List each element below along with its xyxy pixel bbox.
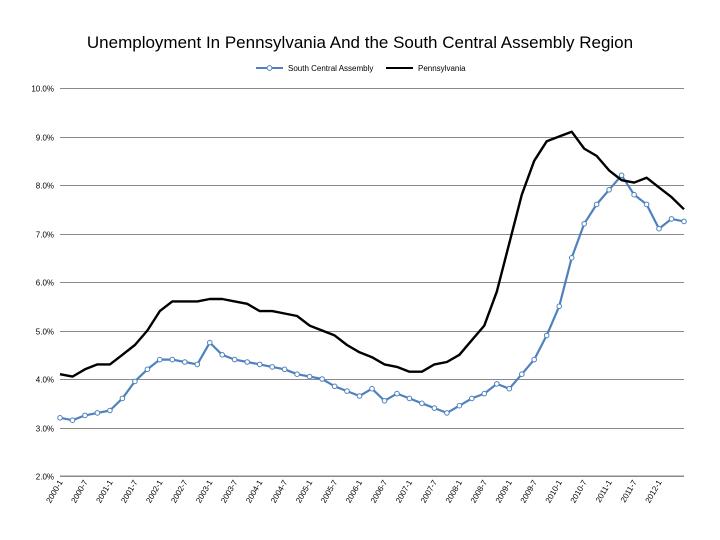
data-point-south-central <box>269 364 276 370</box>
x-tick-label: 2000-7 <box>69 478 90 505</box>
x-tick-label: 2010-7 <box>569 478 590 505</box>
data-point-south-central <box>481 390 488 397</box>
data-point-south-central <box>593 201 600 208</box>
data-point-south-central <box>469 395 475 402</box>
legend: South Central Assembly Pennsylvania <box>256 64 466 73</box>
x-tick-label: 2006-7 <box>369 478 390 505</box>
data-point-south-central <box>531 356 538 363</box>
data-point-south-central <box>294 371 300 378</box>
chart-title: Unemployment In Pennsylvania And the Sou… <box>87 33 633 52</box>
data-point-south-central <box>231 356 238 363</box>
data-point-south-central <box>331 383 338 390</box>
legend-label-pennsylvania: Pennsylvania <box>418 64 466 73</box>
data-point-south-central <box>568 254 575 261</box>
data-point-south-central <box>668 216 675 222</box>
data-point-south-central <box>119 395 126 402</box>
data-point-south-central <box>132 378 138 385</box>
x-tick-label: 2007-1 <box>394 478 415 505</box>
y-tick-label: 7.0% <box>36 231 54 240</box>
y-axis-ticks: 2.0% 3.0% 4.0% 5.0% 6.0% 7.0% 8.0% 9.0% 10.0% <box>31 85 54 482</box>
x-tick-label: 2009-7 <box>519 478 540 505</box>
data-point-south-central <box>394 390 400 397</box>
x-tick-label: 2002-7 <box>169 478 190 505</box>
y-tick-label: 4.0% <box>36 376 54 385</box>
x-tick-label: 2010-1 <box>544 478 565 505</box>
x-tick-label: 2011-7 <box>619 478 639 504</box>
x-tick-label: 2012-1 <box>644 478 665 505</box>
data-point-south-central <box>57 415 63 421</box>
legend-marker-south-central <box>266 65 273 71</box>
x-axis-ticks: 2000-1 2000-7 2001-1 2001-7 2002-1 2002-7 2003… <box>44 478 664 505</box>
x-tick-label: 2004-7 <box>269 478 290 505</box>
data-point-south-central <box>144 366 151 373</box>
data-point-south-central <box>606 187 612 193</box>
x-tick-label: 2005-1 <box>294 478 315 505</box>
data-point-south-central <box>94 410 101 416</box>
x-tick-label: 2002-1 <box>144 478 165 505</box>
data-point-south-central <box>194 361 201 368</box>
gridlines <box>60 88 684 477</box>
x-tick-label: 2008-1 <box>444 478 465 505</box>
data-point-south-central <box>581 221 588 227</box>
x-tick-label: 2001-1 <box>94 478 115 505</box>
y-tick-label: 5.0% <box>36 328 54 337</box>
x-tick-label: 2003-1 <box>194 478 215 505</box>
data-point-south-central <box>556 303 563 310</box>
data-point-south-central <box>356 393 363 399</box>
data-point-south-central <box>319 376 325 382</box>
data-point-south-central <box>444 410 450 416</box>
data-point-south-central <box>107 407 113 414</box>
data-point-south-central <box>306 373 313 380</box>
x-tick-label: 2009-1 <box>494 478 515 505</box>
series-group <box>57 130 687 424</box>
data-point-south-central <box>631 191 637 198</box>
data-point-south-central <box>82 412 88 419</box>
data-point-south-central <box>182 359 188 365</box>
x-tick-label: 2001-7 <box>119 478 140 505</box>
y-tick-label: 8.0% <box>36 182 54 191</box>
data-point-south-central <box>69 417 76 424</box>
x-tick-label: 2000-1 <box>44 478 65 505</box>
x-tick-label: 2008-7 <box>469 478 490 505</box>
x-tick-label: 2004-1 <box>244 478 265 505</box>
data-point-south-central <box>381 398 388 404</box>
y-tick-label: 10.0% <box>31 85 54 94</box>
x-tick-label: 2011-1 <box>594 478 614 504</box>
data-point-south-central <box>256 361 263 368</box>
legend-label-south-central: South Central Assembly <box>288 64 373 73</box>
data-point-south-central <box>431 405 438 411</box>
y-tick-label: 6.0% <box>36 279 54 288</box>
data-point-south-central <box>519 371 525 378</box>
data-point-south-central <box>169 356 176 363</box>
data-point-south-central <box>656 225 662 232</box>
data-point-south-central <box>157 356 163 363</box>
x-tick-label: 2003-7 <box>219 478 240 505</box>
x-tick-label: 2006-1 <box>344 478 365 505</box>
y-tick-label: 3.0% <box>36 425 54 434</box>
data-point-south-central <box>406 395 413 402</box>
y-tick-label: 9.0% <box>36 134 54 143</box>
data-point-south-central <box>456 402 463 409</box>
series-line-pennsylvania <box>59 130 685 378</box>
data-point-south-central <box>369 385 375 392</box>
x-tick-label: 2007-7 <box>419 478 440 505</box>
data-point-south-central <box>506 385 513 392</box>
data-point-south-central <box>219 352 225 358</box>
data-point-south-central <box>419 400 425 407</box>
data-point-south-central <box>618 172 625 179</box>
data-point-south-central <box>281 366 288 373</box>
series-line-south-central <box>59 174 685 422</box>
data-point-south-central <box>494 381 500 387</box>
data-point-south-central <box>543 332 550 339</box>
x-tick-label: 2005-7 <box>319 478 340 505</box>
data-point-south-central <box>244 359 250 365</box>
data-point-south-central <box>681 218 687 225</box>
y-tick-label: 2.0% <box>36 473 54 482</box>
data-point-south-central <box>344 388 350 394</box>
data-point-south-central <box>207 339 213 346</box>
data-point-south-central <box>643 201 650 208</box>
